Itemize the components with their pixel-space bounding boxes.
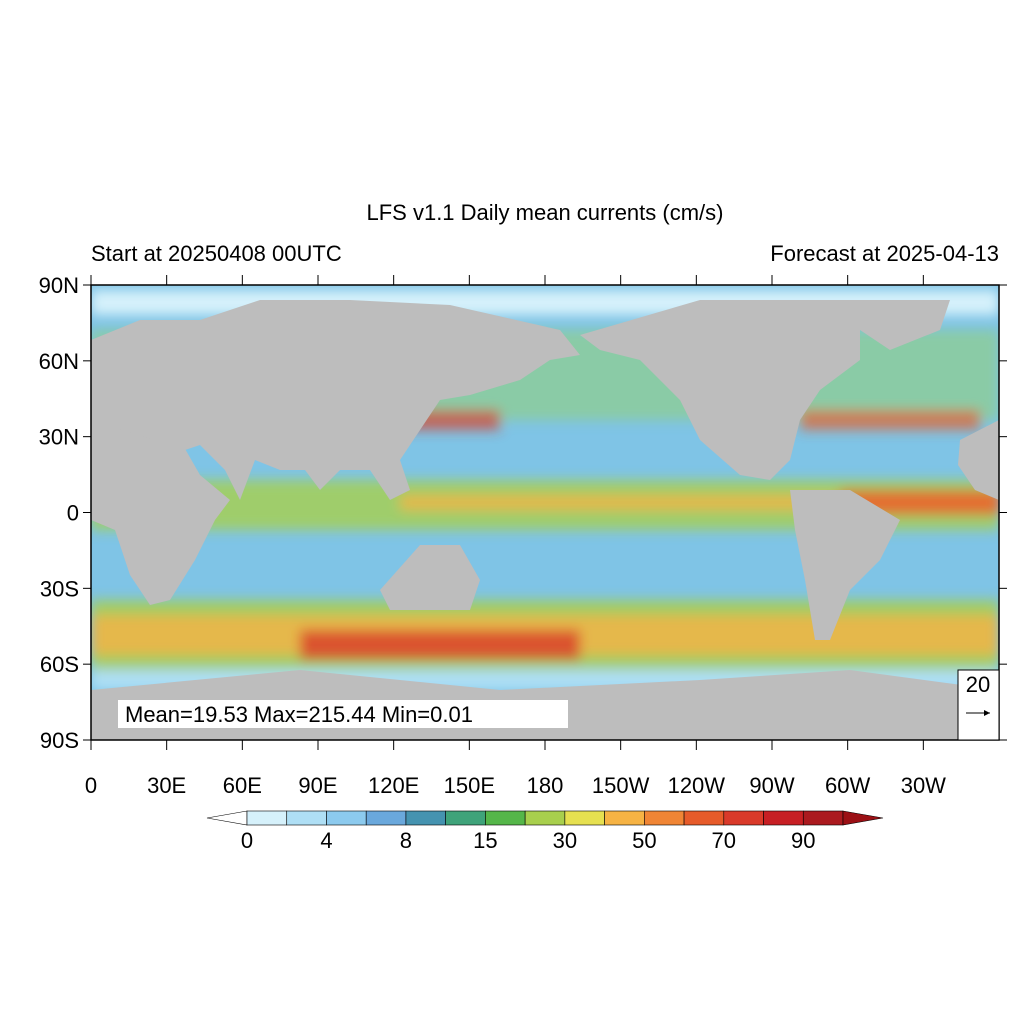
reference-vector-label: 20 bbox=[966, 672, 990, 697]
australia bbox=[380, 545, 480, 610]
reference-vector-box bbox=[957, 669, 1000, 741]
colorbar-label: 8 bbox=[400, 828, 412, 853]
colorbar-box bbox=[763, 810, 804, 826]
lon-tick-label: 60E bbox=[223, 773, 262, 798]
colorbar-box bbox=[365, 810, 407, 826]
colorbar-box bbox=[405, 810, 446, 826]
lon-tick-label: 150W bbox=[592, 773, 650, 798]
lon-tick-label: 90W bbox=[749, 773, 794, 798]
colorbar-box bbox=[246, 810, 288, 826]
lon-tick-label: 30W bbox=[901, 773, 946, 798]
lon-tick-label: 60W bbox=[825, 773, 870, 798]
colorbar-label: 0 bbox=[241, 828, 253, 853]
west-africa bbox=[958, 420, 999, 500]
colorbar-label: 15 bbox=[473, 828, 497, 853]
lon-tick-label: 120E bbox=[368, 773, 419, 798]
lon-tick-label: 30E bbox=[147, 773, 186, 798]
lat-tick-label: 0 bbox=[67, 501, 79, 526]
stats-annotation: Mean=19.53 Max=215.44 Min=0.01 bbox=[125, 702, 473, 727]
colorbar-over bbox=[842, 810, 884, 826]
africa bbox=[91, 410, 230, 605]
south-america bbox=[790, 490, 900, 640]
colorbar-box bbox=[723, 810, 764, 826]
colorbar-box bbox=[485, 810, 526, 826]
colorbar-box bbox=[286, 810, 327, 826]
colorbar-box bbox=[644, 810, 685, 826]
right-subtitle: Forecast at 2025-04-13 bbox=[770, 241, 999, 266]
colorbar-label: 4 bbox=[320, 828, 332, 853]
colorbar-under bbox=[206, 810, 248, 826]
lat-tick-label: 60S bbox=[40, 652, 79, 677]
land bbox=[91, 300, 999, 740]
colorbar-box bbox=[604, 810, 645, 826]
lon-tick-label: 0 bbox=[85, 773, 97, 798]
lat-tick-label: 90S bbox=[40, 728, 79, 753]
reference-arrow-head bbox=[984, 710, 990, 716]
colorbar-label: 70 bbox=[712, 828, 736, 853]
colorbar-box bbox=[683, 810, 725, 826]
lon-tick-label: 120W bbox=[668, 773, 726, 798]
lat-tick-label: 30S bbox=[40, 576, 79, 601]
eurasia bbox=[91, 300, 580, 500]
lat-tick-label: 60N bbox=[39, 349, 79, 374]
lat-tick-label: 30N bbox=[39, 425, 79, 450]
lon-tick-label: 150E bbox=[444, 773, 495, 798]
colorbar-box bbox=[564, 810, 605, 826]
left-subtitle: Start at 20250408 00UTC bbox=[91, 241, 342, 266]
colorbar-box bbox=[445, 810, 486, 826]
colorbar-label: 90 bbox=[791, 828, 815, 853]
north-america bbox=[580, 300, 860, 480]
title: LFS v1.1 Daily mean currents (cm/s) bbox=[367, 200, 724, 225]
colorbar-box bbox=[524, 810, 566, 826]
colorbar-label: 50 bbox=[632, 828, 656, 853]
lon-tick-label: 180 bbox=[527, 773, 564, 798]
colorbar-box bbox=[326, 810, 367, 826]
lon-tick-label: 90E bbox=[298, 773, 337, 798]
greenland bbox=[860, 300, 950, 350]
colorbar-box bbox=[802, 810, 844, 826]
colorbar-label: 30 bbox=[553, 828, 577, 853]
stats-box bbox=[118, 700, 568, 728]
lat-tick-label: 90N bbox=[39, 273, 79, 298]
